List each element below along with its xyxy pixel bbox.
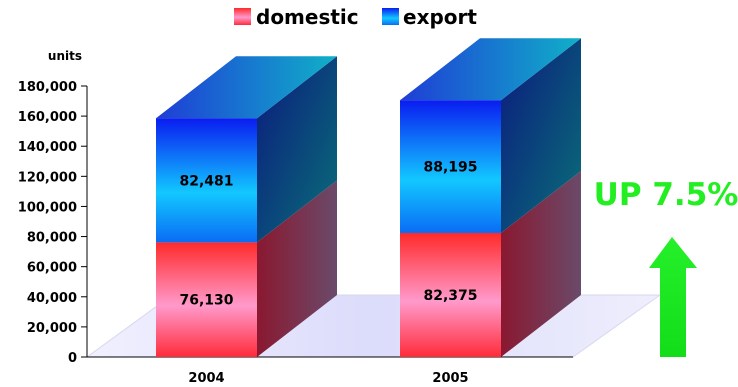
legend-label-domestic: domestic	[256, 5, 359, 29]
growth-annotation-text: UP 7.5%	[594, 177, 738, 213]
data-label-domestic-2004: 76,130	[179, 293, 233, 309]
bar-stack-2004: 76,130 82,481	[156, 56, 337, 357]
legend-swatch-domestic	[234, 8, 251, 25]
y-tick-label: 160,000	[18, 110, 77, 125]
bar-top-2004	[156, 56, 337, 119]
bar-side-domestic-2004	[257, 180, 337, 357]
x-axis-categories: 2004 2005	[188, 371, 468, 386]
y-tick-label: 80,000	[27, 231, 77, 246]
bars: 76,130 82,481 82,375 88,195	[156, 38, 581, 357]
y-tick-label: 140,000	[18, 140, 77, 155]
bar-domestic-2005	[400, 232, 501, 357]
y-tick-label: 0	[68, 351, 77, 366]
bar-top-2005	[400, 38, 581, 101]
legend-swatch-export	[382, 8, 399, 25]
x-category-label: 2005	[432, 371, 468, 386]
legend: domestic export	[234, 5, 477, 29]
data-label-export-2004: 82,481	[179, 173, 233, 189]
bar-export-2004	[156, 118, 257, 243]
bar-export-2005	[400, 100, 501, 233]
bar-stack-2005: 82,375 88,195	[400, 38, 581, 357]
y-tick-label: 180,000	[18, 80, 77, 95]
y-tick-label: 20,000	[27, 321, 77, 336]
legend-label-export: export	[403, 5, 477, 29]
x-category-label: 2004	[188, 371, 224, 386]
y-axis-ticks: 0 20,000 40,000 60,000 80,000 100,000 120,000 1…	[18, 80, 87, 366]
data-label-domestic-2005: 82,375	[423, 288, 477, 304]
bar-domestic-2004	[156, 242, 257, 357]
bar-side-export-2005	[501, 38, 581, 233]
up-arrow-icon	[649, 237, 697, 357]
y-axis-label: units	[48, 49, 82, 63]
bar-side-export-2004	[257, 56, 337, 243]
data-label-export-2005: 88,195	[423, 160, 477, 176]
y-tick-label: 40,000	[27, 291, 77, 306]
y-tick-label: 60,000	[27, 261, 77, 276]
y-tick-label: 100,000	[18, 200, 77, 215]
growth-annotation: UP 7.5%	[594, 177, 738, 357]
bar-side-domestic-2005	[501, 170, 581, 357]
y-tick-label: 120,000	[18, 170, 77, 185]
